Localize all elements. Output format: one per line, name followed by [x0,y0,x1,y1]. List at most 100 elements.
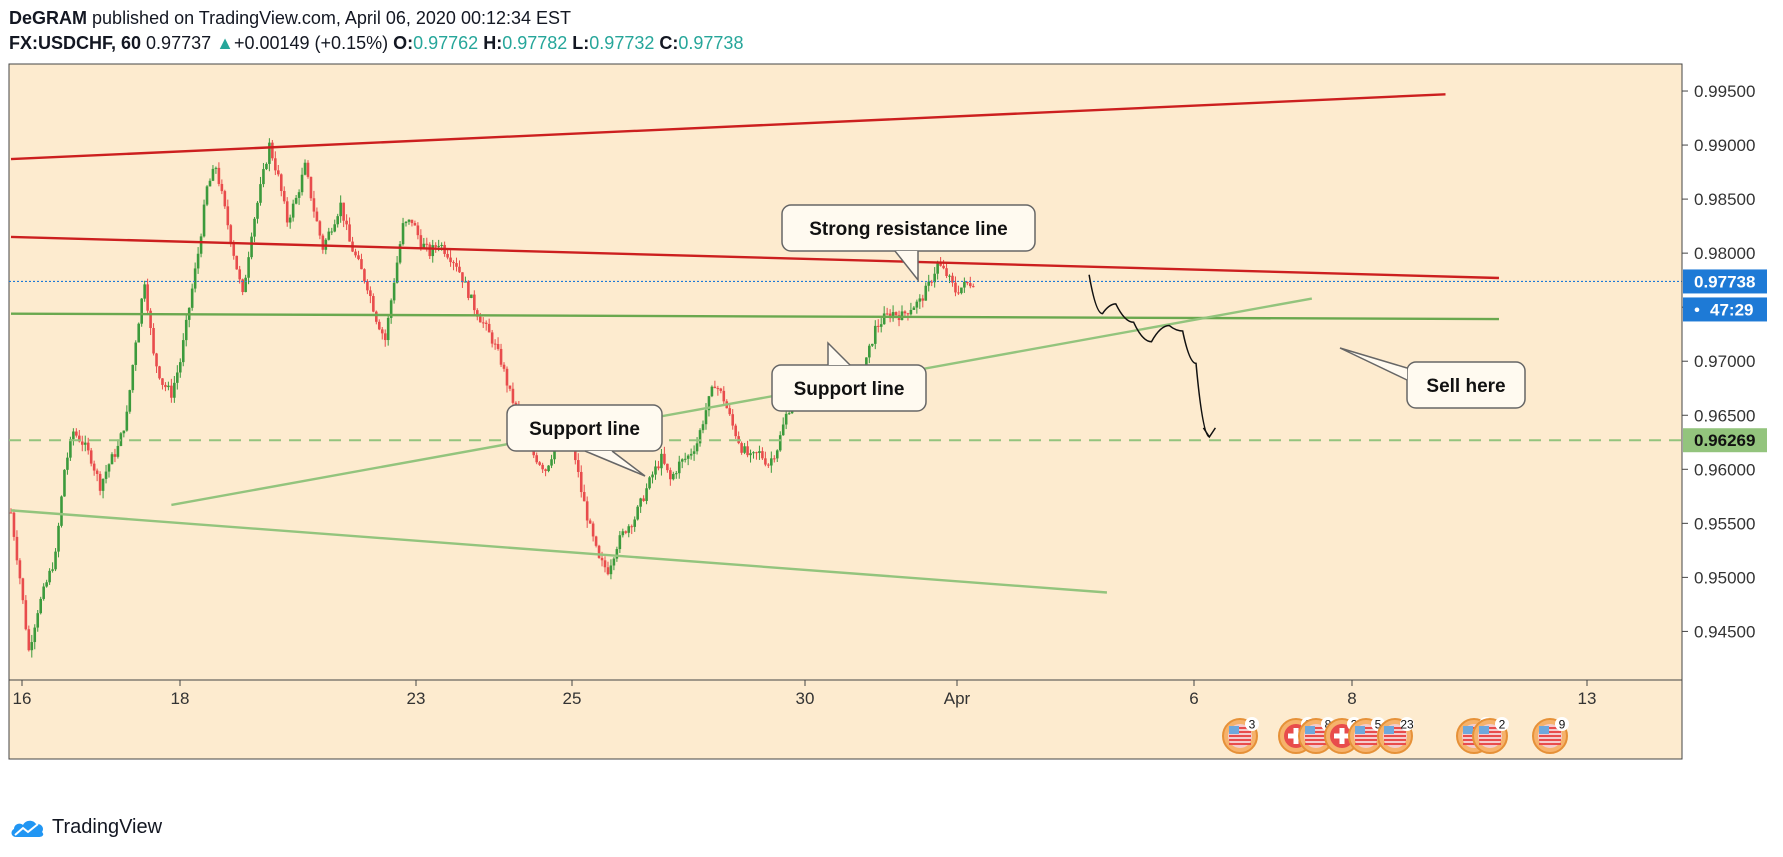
candle[interactable] [579,471,583,493]
candle[interactable] [876,325,880,327]
candle[interactable] [582,492,586,502]
candle[interactable] [749,453,752,456]
callout-box[interactable] [1406,361,1526,409]
candle[interactable] [279,174,283,191]
candle[interactable] [98,473,102,491]
candle[interactable] [615,549,619,559]
candle[interactable] [547,465,550,472]
candle[interactable] [196,253,200,269]
candle[interactable] [770,458,773,466]
candle[interactable] [271,142,274,159]
candle[interactable] [137,323,141,343]
candle[interactable] [419,235,423,248]
candle[interactable] [220,183,224,192]
candle[interactable] [594,536,598,546]
candle[interactable] [627,526,631,533]
candle[interactable] [348,224,351,242]
candle[interactable] [86,442,90,451]
candle[interactable] [746,446,749,456]
candle[interactable] [262,169,265,185]
candle[interactable] [232,243,236,256]
candle[interactable] [250,236,253,258]
candle[interactable] [603,560,607,568]
candle[interactable] [936,262,939,274]
tradingview-logo[interactable]: TradingView [10,816,162,839]
candle[interactable] [122,430,126,434]
candle[interactable] [416,225,420,236]
candle[interactable] [178,362,182,373]
candle[interactable] [92,463,96,471]
candle[interactable] [784,413,788,425]
candle[interactable] [909,309,913,315]
candle[interactable] [894,312,898,316]
candle[interactable] [731,414,735,426]
candle[interactable] [208,180,212,187]
candle[interactable] [158,366,161,379]
candle[interactable] [487,323,491,333]
candle[interactable] [496,344,500,349]
candle[interactable] [758,451,761,454]
candle[interactable] [277,170,280,175]
candle[interactable] [152,328,155,354]
candle[interactable] [657,466,660,469]
candle[interactable] [636,506,639,520]
candle[interactable] [612,558,616,566]
candle[interactable] [422,243,426,248]
candle[interactable] [131,364,135,391]
candle[interactable] [648,477,651,489]
candle[interactable] [404,221,408,224]
trend-line[interactable] [10,312,1499,321]
candle[interactable] [740,443,743,453]
candle[interactable] [514,402,518,406]
candle[interactable] [327,231,331,240]
candle[interactable] [288,217,292,223]
candle[interactable] [478,316,482,323]
candle[interactable] [217,167,221,184]
candle[interactable] [544,469,547,472]
candle[interactable] [719,388,723,391]
candle[interactable] [969,283,972,287]
candle[interactable] [297,192,301,198]
candle[interactable] [244,277,247,293]
candle[interactable] [873,325,877,344]
candle[interactable] [434,245,438,247]
candle[interactable] [339,202,342,217]
candle[interactable] [241,279,244,293]
candle[interactable] [259,184,262,203]
trend-line[interactable] [10,93,1446,161]
candle[interactable] [464,281,467,283]
candle[interactable] [939,262,942,266]
candle[interactable] [455,263,458,267]
us-flag-icon[interactable]: 8 [1298,717,1335,754]
candle[interactable] [921,298,925,301]
candle[interactable] [380,329,384,334]
candle[interactable] [48,570,51,583]
candle[interactable] [247,257,250,278]
candle[interactable] [18,560,22,579]
candle[interactable] [752,452,755,454]
candle[interactable] [654,466,657,475]
candle[interactable] [677,461,681,474]
candle[interactable] [161,378,164,385]
candle[interactable] [110,454,114,465]
candle[interactable] [375,311,378,322]
candle[interactable] [274,158,277,171]
candle[interactable] [113,454,117,457]
candle[interactable] [45,582,48,587]
candle[interactable] [669,470,672,480]
candle[interactable] [960,287,963,294]
candle[interactable] [467,281,470,298]
candle[interactable] [728,408,732,415]
candle[interactable] [915,301,919,308]
candle[interactable] [190,288,194,308]
candle[interactable] [294,197,298,204]
candle[interactable] [291,203,295,218]
candle[interactable] [33,627,37,643]
candle[interactable] [386,317,390,341]
candle[interactable] [134,342,138,365]
candle[interactable] [57,525,60,552]
candle[interactable] [767,464,770,466]
candle[interactable] [588,520,592,524]
candle[interactable] [621,531,625,536]
candle[interactable] [372,296,375,312]
